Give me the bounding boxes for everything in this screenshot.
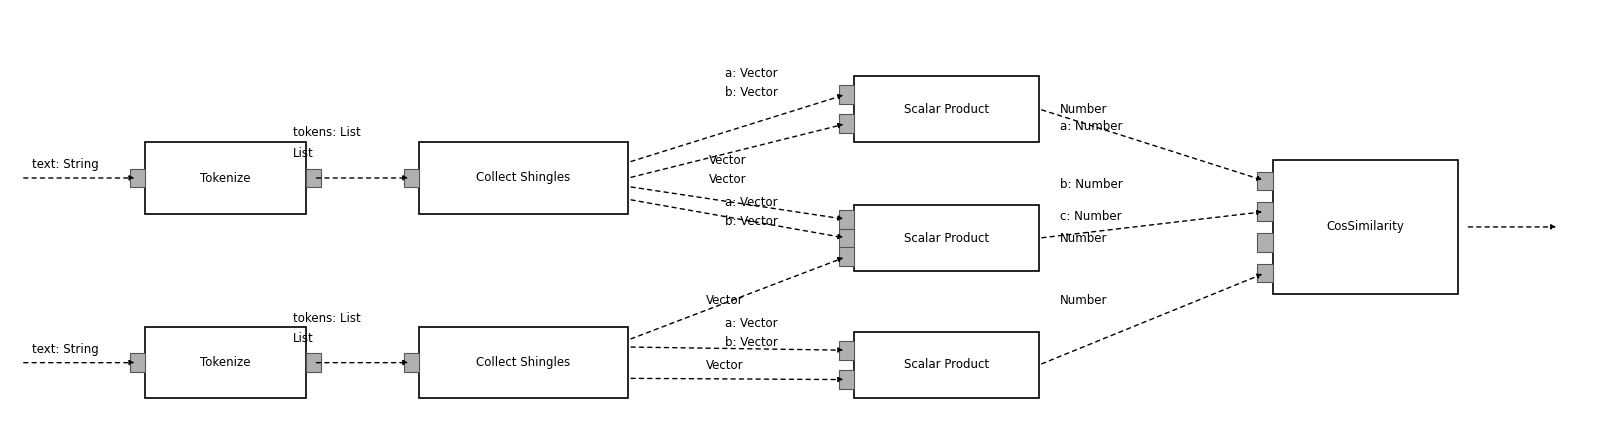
Bar	[404, 353, 419, 372]
Bar	[306, 353, 322, 372]
Text: text: String: text: String	[32, 343, 98, 356]
Bar	[419, 327, 628, 398]
Text: a: Vector: a: Vector	[725, 67, 778, 80]
Bar	[838, 210, 854, 229]
Text: Number: Number	[1060, 103, 1107, 116]
Text: Scalar Product: Scalar Product	[904, 231, 989, 245]
Bar	[1257, 233, 1273, 252]
Bar	[1257, 263, 1273, 282]
Text: tokens: List: tokens: List	[293, 126, 361, 139]
Bar	[129, 169, 145, 187]
Text: Vector: Vector	[706, 294, 743, 307]
Bar	[145, 142, 306, 214]
Text: List: List	[293, 147, 314, 160]
Bar	[1257, 202, 1273, 221]
Text: Tokenize: Tokenize	[200, 356, 251, 369]
Text: Number: Number	[1060, 232, 1107, 245]
Bar	[854, 205, 1039, 271]
Text: Collect Shingles: Collect Shingles	[477, 356, 570, 369]
Text: b: Vector: b: Vector	[725, 215, 778, 228]
Bar	[306, 169, 322, 187]
Text: a: Vector: a: Vector	[725, 196, 778, 209]
Text: b: Vector: b: Vector	[725, 336, 778, 349]
Bar	[854, 76, 1039, 142]
Text: b: Number: b: Number	[1060, 178, 1123, 191]
Text: a: Number: a: Number	[1060, 121, 1123, 134]
Text: text: String: text: String	[32, 158, 98, 171]
Text: Number: Number	[1060, 294, 1107, 307]
Text: Collect Shingles: Collect Shingles	[477, 171, 570, 185]
Text: tokens: List: tokens: List	[293, 312, 361, 325]
Bar	[1257, 171, 1273, 190]
Bar	[145, 327, 306, 398]
Text: Vector: Vector	[709, 154, 746, 167]
Text: Scalar Product: Scalar Product	[904, 102, 989, 116]
Text: Vector: Vector	[706, 359, 743, 372]
Text: c: Number: c: Number	[1060, 210, 1121, 222]
Bar	[854, 332, 1039, 398]
Bar	[838, 247, 854, 266]
Bar	[419, 142, 628, 214]
Text: CosSimilarity: CosSimilarity	[1326, 220, 1405, 234]
Bar	[838, 114, 854, 133]
Text: Scalar Product: Scalar Product	[904, 358, 989, 372]
Bar	[838, 229, 854, 247]
Bar	[1273, 160, 1458, 294]
Text: a: Vector: a: Vector	[725, 317, 778, 330]
Bar	[838, 370, 854, 389]
Bar	[838, 341, 854, 360]
Text: List: List	[293, 332, 314, 345]
Text: Vector: Vector	[709, 173, 746, 186]
Text: Tokenize: Tokenize	[200, 171, 251, 185]
Bar	[129, 353, 145, 372]
Bar	[404, 169, 419, 187]
Text: b: Vector: b: Vector	[725, 86, 778, 99]
Bar	[838, 85, 854, 104]
